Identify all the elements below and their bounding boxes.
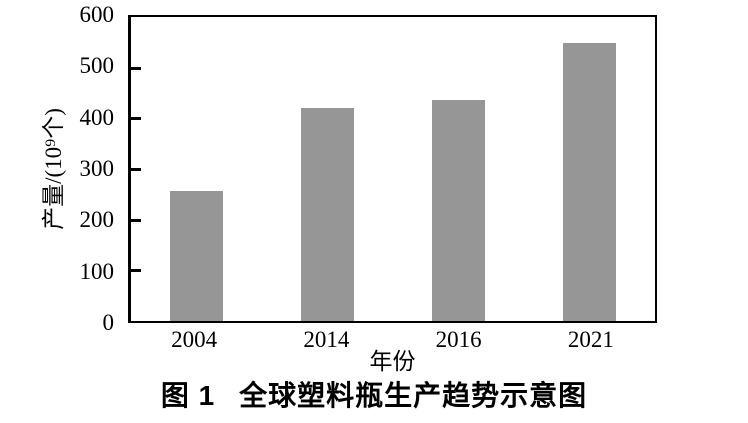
y-tick-mark xyxy=(131,218,141,222)
x-tick-label: 2014 xyxy=(303,327,350,352)
bar-2016 xyxy=(432,99,485,321)
y-tick-label: 300 xyxy=(79,156,115,181)
y-tick-label: 500 xyxy=(79,53,115,79)
caption-title: 全球塑料瓶生产趋势示意图 xyxy=(239,380,588,411)
bar-slot xyxy=(131,17,262,321)
bar-slot xyxy=(524,17,655,321)
y-tick-mark xyxy=(131,66,141,70)
x-tick-label: 2016 xyxy=(435,327,482,352)
y-axis-tick-labels: 0 100 200 300 400 500 600 xyxy=(0,2,121,335)
x-axis-tick-labels: 2004 2014 2016 2021 xyxy=(128,327,657,353)
plot-area xyxy=(128,15,657,323)
y-tick-mark xyxy=(131,117,141,121)
y-tick-mark xyxy=(131,168,141,171)
bar-2021 xyxy=(563,43,616,321)
y-tick-label: 600 xyxy=(79,2,115,27)
caption-label: 图 1 xyxy=(160,380,216,411)
x-tick-label: 2004 xyxy=(171,327,218,352)
bar-slot xyxy=(393,17,524,321)
x-tick-label: 2021 xyxy=(567,327,614,352)
bar-2014 xyxy=(301,107,354,321)
bar-2004 xyxy=(170,190,223,321)
y-tick-mark xyxy=(131,269,141,273)
y-tick-label: 100 xyxy=(79,258,115,284)
y-tick-label: 200 xyxy=(79,207,115,233)
y-tick-label: 0 xyxy=(102,310,115,335)
x-axis-title: 年份 xyxy=(369,349,416,374)
figure-caption: 图 1 全球塑料瓶生产趋势示意图 xyxy=(0,380,748,412)
y-tick-label: 400 xyxy=(79,104,115,130)
bar-slot xyxy=(262,17,393,321)
